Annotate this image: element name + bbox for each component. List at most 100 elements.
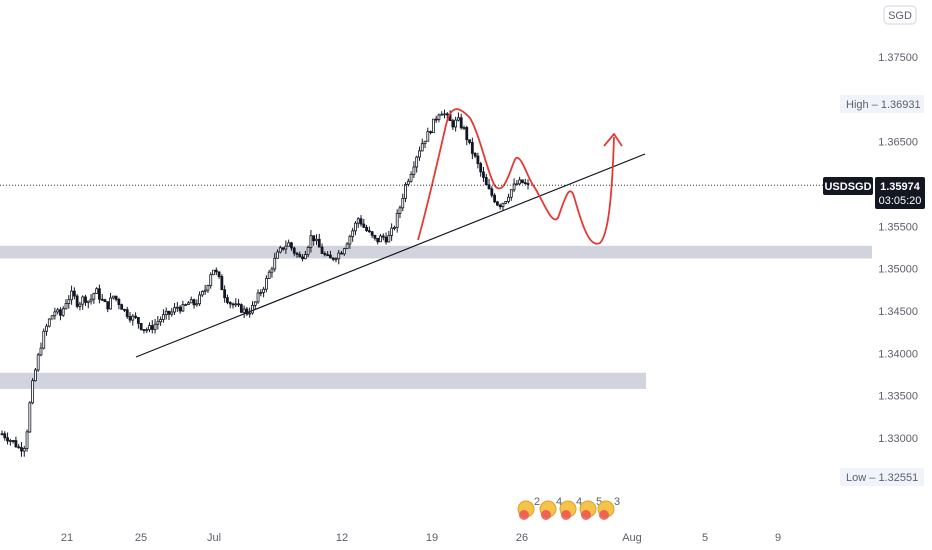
candle	[331, 257, 335, 262]
candle	[393, 225, 396, 231]
x-tick-label: 19	[426, 532, 438, 544]
event-icon[interactable]: 4	[559, 496, 582, 520]
candle	[117, 297, 121, 310]
candle	[259, 289, 263, 297]
candle	[231, 302, 235, 309]
y-axis-ticks: 1.37500 1.36500 1.35500 1.35000 1.34500 1.340…	[878, 52, 918, 445]
candle	[167, 310, 171, 321]
candle	[220, 274, 224, 291]
candle	[431, 118, 435, 134]
time-axis[interactable]: 21 25 Jul 12 19 26 Aug 5 9	[61, 532, 781, 544]
candle	[156, 316, 160, 330]
candle	[114, 295, 118, 302]
candle	[175, 301, 179, 312]
candle	[178, 305, 182, 314]
candle	[56, 307, 60, 315]
candle	[440, 111, 444, 116]
candle	[251, 301, 254, 315]
last-price-tag: USDSGD 1.35974 03:05:20	[823, 177, 925, 209]
candle	[409, 171, 413, 183]
candle	[142, 329, 146, 334]
candle	[415, 155, 419, 173]
candle	[242, 305, 246, 319]
candle	[25, 429, 29, 452]
candle	[523, 178, 527, 185]
svg-text:Low – 1.3255: Low – 1.32551	[846, 472, 918, 484]
candle	[70, 285, 73, 305]
candle	[359, 215, 363, 227]
candle	[170, 308, 174, 317]
candle	[518, 176, 522, 186]
candle	[373, 234, 377, 241]
candle	[292, 246, 296, 257]
candle	[370, 231, 374, 239]
low-label: Low	[846, 472, 866, 484]
price-tag	[875, 177, 925, 209]
candle	[139, 322, 143, 331]
candle	[376, 237, 380, 245]
high-marker: High – 1.36931	[840, 95, 924, 113]
candle	[89, 294, 93, 305]
candle	[337, 249, 341, 265]
x-tick-label: 5	[702, 532, 708, 544]
candle	[487, 178, 491, 190]
candle	[86, 300, 90, 309]
candle	[315, 234, 318, 246]
price-tag-countdown: 03:05:20	[879, 195, 922, 207]
candle	[418, 146, 421, 161]
candle	[95, 287, 99, 294]
projection-layer	[417, 108, 623, 245]
candle	[264, 275, 268, 293]
x-tick-label: 9	[775, 532, 781, 544]
candle	[181, 300, 185, 312]
candle	[365, 224, 368, 232]
candle	[437, 113, 441, 123]
candle	[39, 342, 43, 357]
candle	[228, 301, 232, 309]
event-icon[interactable]: 3	[597, 496, 620, 520]
candle	[53, 307, 57, 320]
candle	[306, 245, 310, 258]
candle	[284, 240, 288, 254]
candle	[75, 294, 79, 309]
candle	[504, 201, 508, 205]
candle	[317, 233, 321, 248]
candle	[262, 286, 266, 298]
candle	[362, 218, 366, 228]
candle	[484, 173, 488, 186]
price-axis[interactable]: SGD 1.375001.365001.355001.350001.345001…	[823, 5, 925, 486]
candle	[426, 127, 430, 142]
support-zone	[0, 245, 872, 259]
candle	[248, 307, 252, 318]
x-tick-label: 21	[61, 532, 73, 544]
candle	[103, 298, 107, 303]
candle	[512, 178, 516, 193]
event-count: 4	[576, 496, 582, 508]
candle	[31, 378, 35, 405]
x-tick-label: Jul	[207, 532, 221, 544]
candle	[295, 251, 299, 258]
low-marker: Low – 1.32551	[840, 468, 924, 486]
y-tick-label: 1.37500	[878, 52, 918, 64]
candle	[509, 189, 513, 201]
candle	[323, 251, 327, 257]
candle	[345, 242, 349, 250]
event-icon[interactable]: 5	[579, 496, 602, 520]
candle	[278, 245, 282, 254]
candle	[173, 303, 176, 315]
candle	[159, 316, 163, 326]
candle	[329, 250, 332, 259]
x-tick-label: Aug	[622, 532, 642, 544]
candle	[214, 267, 218, 276]
event-icon[interactable]: 2	[517, 496, 540, 520]
candle	[20, 442, 23, 457]
candle	[507, 193, 510, 204]
currency-badge[interactable]: SGD	[883, 5, 917, 25]
event-icon[interactable]: 4	[539, 496, 562, 520]
candle	[281, 247, 285, 252]
candlesticks	[0, 109, 530, 457]
candle	[384, 232, 388, 245]
candle	[78, 301, 82, 311]
